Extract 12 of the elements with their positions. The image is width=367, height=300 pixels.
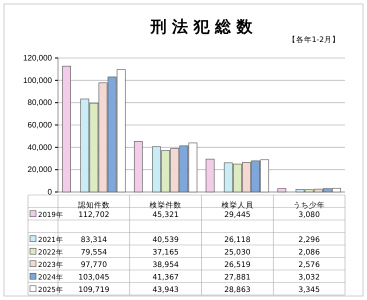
bar — [277, 188, 286, 192]
y-tick-label: 120,000 — [23, 54, 53, 63]
bar — [206, 158, 214, 192]
y-tick-label: 40,000 — [28, 142, 53, 152]
y-tick-label: 80,000 — [28, 98, 53, 108]
y-tick-label: 0 — [48, 188, 53, 197]
chart-title: 刑 法 犯 総 数 — [149, 17, 254, 36]
y-tick-label: 20,000 — [28, 165, 53, 174]
bar — [62, 66, 71, 192]
bar — [134, 141, 143, 192]
y-tick-label: 60,000 — [28, 120, 53, 130]
y-tick-label: 100,000 — [23, 76, 53, 85]
